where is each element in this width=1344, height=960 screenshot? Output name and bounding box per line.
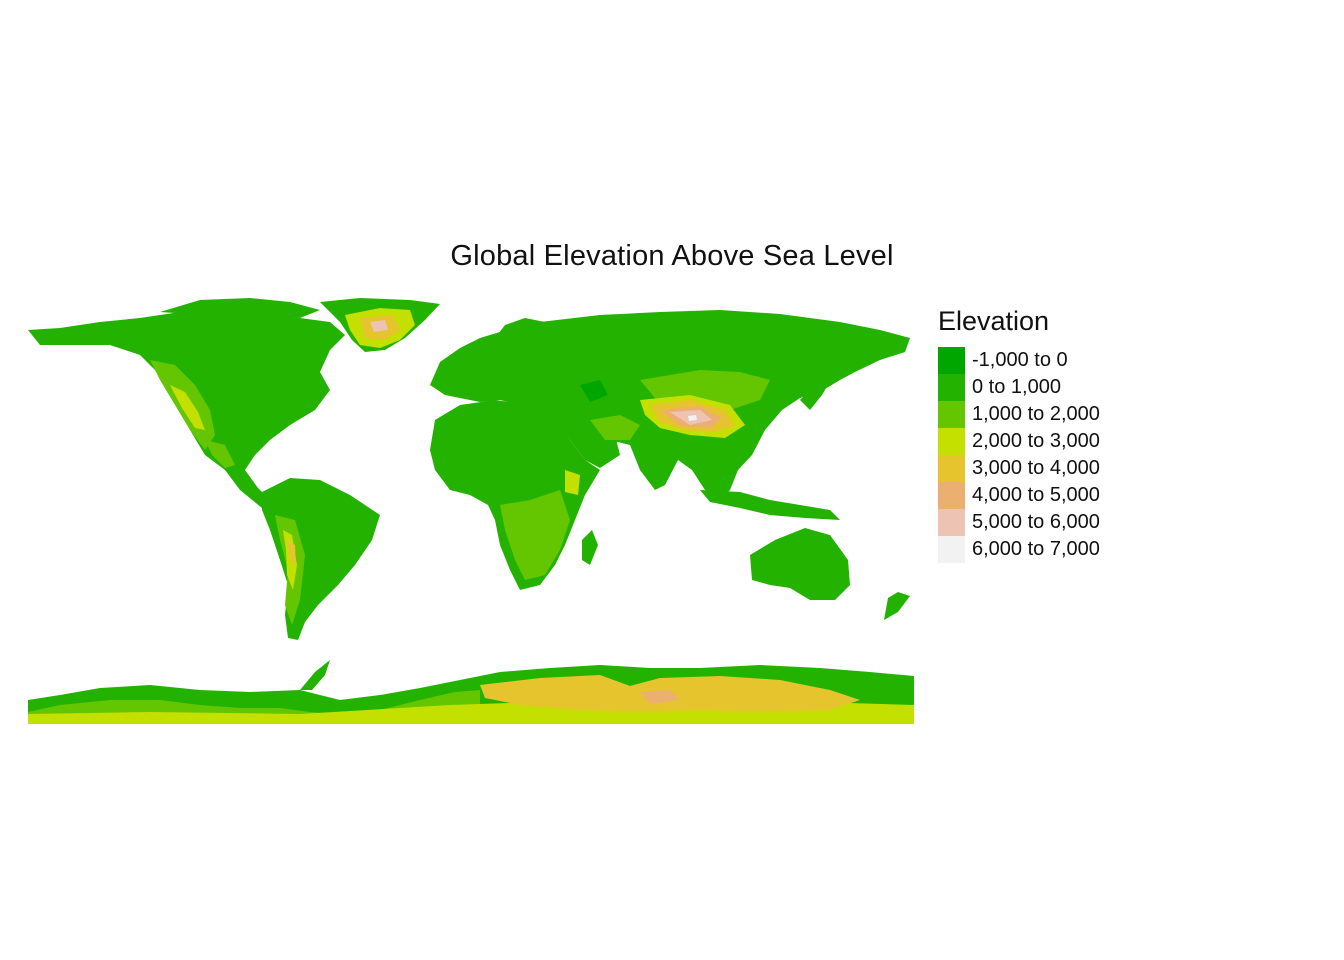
legend-swatch bbox=[938, 347, 965, 374]
iran-plateau bbox=[590, 415, 640, 440]
antarctica-coastal-1 bbox=[28, 690, 480, 718]
antarctic-peninsula bbox=[300, 660, 330, 690]
arctic-islands bbox=[160, 298, 320, 318]
legend-swatch bbox=[938, 401, 965, 428]
land-lowland bbox=[28, 298, 914, 724]
legend-swatch bbox=[938, 509, 965, 536]
andes-altiplano bbox=[287, 540, 296, 565]
legend-label: 1,000 to 2,000 bbox=[972, 403, 1100, 425]
legend-label: 6,000 to 7,000 bbox=[972, 538, 1100, 560]
scandinavia bbox=[490, 318, 545, 358]
greenland-peak bbox=[370, 320, 388, 332]
legend-label: -1,000 to 0 bbox=[972, 349, 1068, 371]
legend: Elevation -1,000 to 0 0 to 1,000 1,000 t… bbox=[938, 306, 1100, 563]
legend-item: 5,000 to 6,000 bbox=[938, 509, 1100, 536]
legend-label: 5,000 to 6,000 bbox=[972, 511, 1100, 533]
madagascar bbox=[582, 530, 598, 565]
new-zealand bbox=[884, 592, 910, 620]
legend-item: -1,000 to 0 bbox=[938, 347, 1100, 374]
legend-item: 1,000 to 2,000 bbox=[938, 401, 1100, 428]
legend-label: 2,000 to 3,000 bbox=[972, 430, 1100, 452]
ethiopia-highlands bbox=[565, 470, 580, 495]
antarctica-dome bbox=[640, 690, 680, 704]
legend-item: 0 to 1,000 bbox=[938, 374, 1100, 401]
land-deep-lowland bbox=[580, 380, 608, 402]
legend-item: 2,000 to 3,000 bbox=[938, 428, 1100, 455]
rockies-high bbox=[170, 385, 205, 430]
indonesia bbox=[700, 490, 840, 520]
mexico-plateau bbox=[205, 440, 235, 468]
map-title: Global Elevation Above Sea Level bbox=[450, 240, 894, 272]
japan bbox=[800, 372, 832, 410]
legend-swatch bbox=[938, 536, 965, 563]
legend-item: 6,000 to 7,000 bbox=[938, 536, 1100, 563]
legend-item: 4,000 to 5,000 bbox=[938, 482, 1100, 509]
legend-title: Elevation bbox=[938, 306, 1050, 336]
legend-item: 3,000 to 4,000 bbox=[938, 455, 1100, 482]
australia bbox=[750, 528, 850, 600]
legend-swatch bbox=[938, 374, 965, 401]
legend-swatch bbox=[938, 428, 965, 455]
caspian-lowland bbox=[580, 380, 608, 402]
legend-swatch bbox=[938, 455, 965, 482]
legend-label: 4,000 to 5,000 bbox=[972, 484, 1100, 506]
legend-label: 0 to 1,000 bbox=[972, 376, 1061, 398]
legend-items: -1,000 to 0 0 to 1,000 1,000 to 2,000 2,… bbox=[938, 347, 1100, 563]
legend-swatch bbox=[938, 482, 965, 509]
south-america bbox=[262, 478, 380, 640]
land-6000-7000 bbox=[688, 415, 697, 421]
himalaya-summits bbox=[688, 415, 697, 421]
legend-label: 3,000 to 4,000 bbox=[972, 457, 1100, 479]
east-africa-plateau bbox=[500, 490, 570, 580]
